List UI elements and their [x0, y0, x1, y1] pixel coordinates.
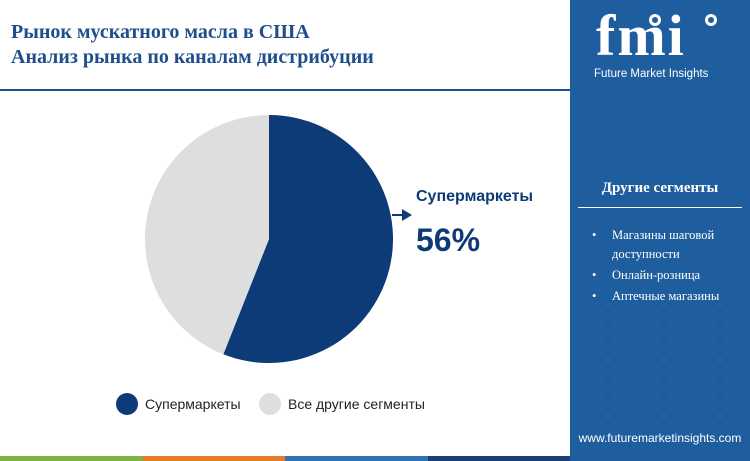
bottom-bar-segment	[285, 456, 428, 461]
callout-label: Супермаркеты	[416, 188, 534, 205]
pie-slice-supermarkets	[223, 115, 393, 363]
legend-swatch	[116, 393, 138, 415]
other-segments-list: • Магазины шаговой доступности • Онлайн-…	[592, 226, 742, 308]
pie-slices	[144, 115, 393, 363]
bullet-icon: •	[592, 268, 597, 282]
side-panel: fmi Future Market Insights Другие сегмен…	[570, 0, 750, 461]
list-item-label: Онлайн-розница	[612, 268, 701, 282]
bottom-bar-segment	[142, 456, 285, 461]
list-item: • Онлайн-розница	[592, 266, 742, 285]
other-segments-title: Другие сегменты	[601, 180, 719, 196]
panel-texture	[570, 300, 750, 430]
list-item: • Аптечные магазины	[592, 287, 742, 306]
legend-label: Все другие сегменты	[288, 396, 425, 412]
legend-item-other: Все другие сегменты	[259, 393, 425, 415]
bottom-color-bar	[0, 456, 570, 461]
chart-legend: Супермаркеты Все другие сегменты	[0, 393, 570, 417]
globe-icon	[649, 14, 717, 26]
list-item-label: Аптечные магазины	[612, 289, 720, 303]
pie-slice-other	[144, 115, 269, 355]
legend-item-supermarkets: Супермаркеты	[116, 393, 241, 415]
callout-value: 56%	[416, 222, 481, 258]
other-segments-divider	[578, 207, 742, 208]
bottom-bar-segment	[427, 456, 570, 461]
title-line-2: Анализ рынка по каналам дистрибуции	[11, 46, 374, 68]
title-divider	[0, 89, 570, 91]
website-link[interactable]: www.futuremarketinsights.com	[578, 431, 742, 445]
bullet-icon: •	[592, 289, 597, 303]
pie-chart	[144, 115, 412, 363]
bottom-bar-segment	[0, 456, 143, 461]
fmi-logo: fmi Future Market Insights	[570, 6, 750, 92]
legend-swatch	[259, 393, 281, 415]
bullet-icon: •	[592, 228, 597, 242]
list-item-label: Магазины шаговой доступности	[612, 228, 715, 261]
callout-arrow-icon	[402, 209, 412, 221]
chart-title: Рынок мускатного масла в США Анализ рынк…	[11, 20, 374, 70]
legend-label: Супермаркеты	[145, 396, 241, 412]
title-line-1: Рынок мускатного масла в США	[11, 21, 310, 43]
logo-wordmark: fmi	[596, 3, 686, 68]
logo-subtitle: Future Market Insights	[594, 68, 709, 80]
list-item: • Магазины шаговой доступности	[592, 226, 742, 264]
